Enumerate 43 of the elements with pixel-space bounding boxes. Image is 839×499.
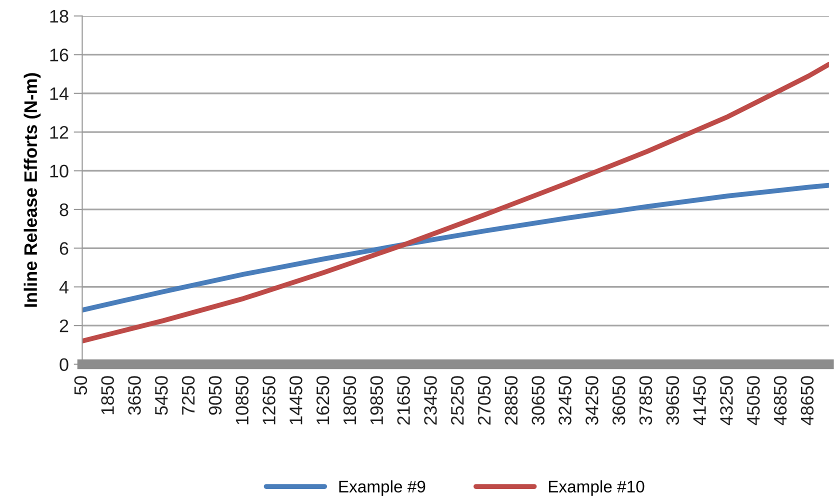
y-tick-label: 4 xyxy=(59,280,68,294)
y-tick-label: 12 xyxy=(50,126,68,139)
x-tick-label: 37850 xyxy=(639,376,652,425)
x-tick-label: 21650 xyxy=(397,376,410,425)
y-tick-label: 14 xyxy=(50,87,68,100)
x-tick-label: 41450 xyxy=(693,376,706,426)
x-tick-label: 27050 xyxy=(478,376,491,425)
x-tick-label: 10850 xyxy=(236,376,249,424)
x-tick-label: 45050 xyxy=(746,376,760,426)
x-tick-label: 14450 xyxy=(290,376,302,424)
x-tick-label: 7250 xyxy=(182,376,195,415)
x-tick-label: 23450 xyxy=(424,376,437,425)
x-tick-label: 25250 xyxy=(451,376,464,425)
x-tick-label: 18050 xyxy=(343,376,356,424)
y-tick-label: 16 xyxy=(50,48,68,62)
x-tick-label: 9050 xyxy=(208,376,222,415)
x-tick-label: 32450 xyxy=(558,376,572,425)
y-axis-title: Inline Release Efforts (N-m) xyxy=(24,73,41,307)
y-tick-label: 0 xyxy=(60,358,68,371)
y-tick-label: 6 xyxy=(60,242,68,255)
line-series xyxy=(82,62,829,344)
x-tick-label: 16250 xyxy=(316,376,330,424)
y-tick-label: 2 xyxy=(60,320,68,332)
x-tick-label: 36050 xyxy=(612,376,626,425)
line-series xyxy=(82,182,829,313)
x-tick-label: 12650 xyxy=(262,376,276,424)
x-tick-label: 19850 xyxy=(370,376,384,424)
legend-label: Example #10 xyxy=(548,480,644,496)
x-tick-label: 3650 xyxy=(128,376,141,415)
x-tick-label: 28850 xyxy=(504,376,518,425)
y-tick-label: 10 xyxy=(50,164,68,178)
x-tick-label: 30650 xyxy=(532,376,545,425)
y-tick-label: 8 xyxy=(60,203,68,216)
x-tick-label: 46850 xyxy=(774,376,787,426)
x-tick-label: 43250 xyxy=(720,376,733,426)
x-tick-label: 50 xyxy=(74,376,88,395)
y-tick-label: 18 xyxy=(50,10,68,23)
legend-label: Example #9 xyxy=(339,480,426,496)
x-tick-label: 39650 xyxy=(666,376,680,425)
x-tick-label: 1850 xyxy=(101,376,114,414)
x-tick-label: 5450 xyxy=(155,376,168,415)
x-tick-label: 34250 xyxy=(586,376,598,425)
x-tick-label: 48650 xyxy=(800,376,814,426)
